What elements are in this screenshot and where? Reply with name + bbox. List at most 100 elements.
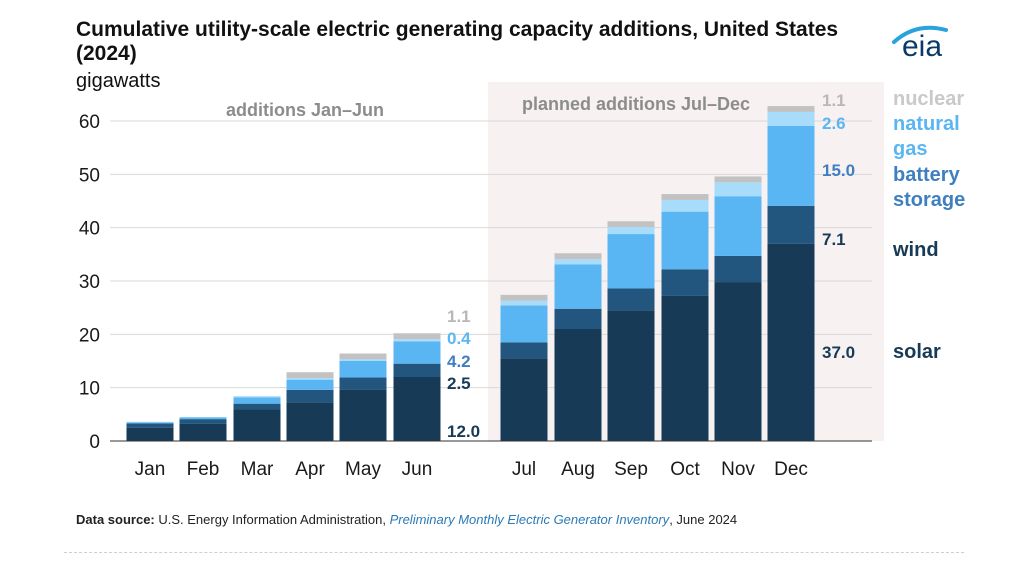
legend-solar: solar: [893, 341, 941, 363]
y-tick-label: 10: [79, 379, 100, 400]
x-tick-label: May: [345, 459, 381, 480]
y-tick-label: 40: [79, 219, 100, 240]
jun-label-natural-gas: 0.4: [447, 329, 471, 348]
bar-segment-battery: [767, 125, 815, 206]
source-date: , June 2024: [669, 512, 738, 527]
bar-segment-wind: [767, 205, 815, 244]
bar-segment-nuclear: [500, 294, 548, 301]
bar-segment-battery: [500, 305, 548, 343]
bar-segment-natural_gas: [126, 421, 174, 423]
data-source-note: Data source: U.S. Energy Information Adm…: [76, 512, 737, 527]
bar-segment-solar: [500, 358, 548, 441]
bar-segment-natural_gas: [767, 111, 815, 126]
bar-segment-battery: [714, 196, 762, 256]
bar-segment-solar: [767, 243, 815, 441]
bar-segment-wind: [286, 389, 334, 403]
bar-segment-battery: [661, 211, 709, 270]
legend-wind: wind: [893, 239, 939, 261]
bar-segment-battery: [339, 361, 387, 378]
bar-segment-solar: [714, 282, 762, 441]
bar-segment-nuclear: [286, 372, 334, 379]
bar-segment-nuclear: [554, 253, 602, 260]
y-axis-unit-label: gigawatts: [76, 70, 161, 92]
eia-logo-text: eia: [902, 30, 943, 63]
bar-segment-solar: [286, 402, 334, 441]
bar-segment-wind: [714, 255, 762, 283]
bar-segment-battery: [286, 379, 334, 390]
y-tick-label: 50: [79, 165, 100, 186]
jun-label-nuclear: 1.1: [447, 307, 471, 326]
legend-nuclear: nuclear: [893, 88, 965, 110]
footer-divider: [64, 552, 964, 553]
dec-label-solar: 37.0: [822, 343, 855, 362]
bar-segment-solar: [233, 409, 281, 441]
jun-label-solar: 12.0: [447, 422, 480, 441]
bar-segment-wind: [126, 423, 174, 428]
bar-segment-wind: [661, 269, 709, 296]
dec-label-wind: 7.1: [822, 230, 846, 249]
bar-segment-battery: [126, 422, 174, 424]
bar-segment-natural_gas: [393, 339, 441, 342]
section-label-planned: planned additions Jul–Dec: [522, 94, 750, 114]
source-label: Data source:: [76, 512, 155, 527]
bar-segment-wind: [179, 419, 227, 424]
bar-segment-natural_gas: [661, 199, 709, 212]
chart-title: Cumulative utility-scale electric genera…: [76, 18, 839, 65]
bar-segment-natural_gas: [179, 417, 227, 418]
bar-segment-solar: [126, 427, 174, 441]
x-tick-label: Jul: [512, 459, 536, 480]
bar-segment-solar: [607, 310, 655, 441]
bar-segment-wind: [339, 377, 387, 390]
dec-label-battery: 15.0: [822, 161, 855, 180]
x-tick-label: Sep: [614, 459, 648, 480]
bar-segment-battery: [554, 264, 602, 309]
x-tick-label: Jun: [402, 459, 433, 480]
bar-segment-solar: [554, 329, 602, 441]
bar-segment-wind: [607, 288, 655, 311]
bar-segment-nuclear: [393, 333, 441, 340]
x-tick-label: Oct: [670, 459, 700, 480]
bar-segment-wind: [554, 308, 602, 329]
bar-segment-battery: [233, 397, 281, 404]
y-tick-label: 30: [79, 272, 100, 293]
bar-segment-solar: [339, 389, 387, 441]
jun-label-battery: 4.2: [447, 352, 471, 371]
x-tick-label: Nov: [721, 459, 755, 480]
eia-logo-icon: [892, 25, 948, 44]
dec-label-natural-gas: 2.6: [822, 114, 846, 133]
bar-segment-nuclear: [661, 194, 709, 200]
bar-segment-solar: [661, 295, 709, 441]
x-tick-label: Mar: [241, 459, 274, 480]
bar-segment-natural_gas: [500, 300, 548, 306]
bar-segment-natural_gas: [339, 359, 387, 361]
bar-segment-natural_gas: [554, 259, 602, 265]
bar-segment-natural_gas: [233, 396, 281, 398]
section-label-actual: additions Jan–Jun: [226, 100, 384, 120]
bar-segment-natural_gas: [607, 227, 655, 235]
legend-battery-line2: storage: [893, 189, 966, 211]
legend-natural-gas-line1: natural: [893, 113, 960, 135]
bar-segment-nuclear: [339, 353, 387, 360]
bar-segment-battery: [393, 341, 441, 364]
dec-label-nuclear: 1.1: [822, 91, 846, 110]
stacked-bar-chart: 0 10 20 30 40 50 60 additions Jan–Jun planned ad…: [79, 82, 884, 480]
x-tick-label: Apr: [295, 459, 325, 480]
source-publication-link[interactable]: Preliminary Monthly Electric Generator I…: [389, 512, 670, 527]
bar-segment-wind: [500, 342, 548, 359]
x-tick-label: Feb: [187, 459, 220, 480]
y-tick-label: 60: [79, 112, 100, 133]
bar-segment-wind: [233, 403, 281, 410]
bar-segment-natural_gas: [714, 182, 762, 197]
y-tick-label: 0: [89, 432, 100, 453]
jun-label-wind: 2.5: [447, 374, 471, 393]
bar-segment-battery: [607, 234, 655, 289]
bar-segment-nuclear: [607, 221, 655, 228]
x-tick-label: Aug: [561, 459, 595, 480]
bar-segment-battery: [179, 417, 227, 420]
bar-segment-solar: [393, 377, 441, 441]
legend-battery-line1: battery: [893, 164, 960, 186]
y-tick-label: 20: [79, 325, 100, 346]
bar-segment-natural_gas: [286, 378, 334, 380]
bar-segment-nuclear: [767, 106, 815, 112]
bar-segment-solar: [179, 423, 227, 441]
